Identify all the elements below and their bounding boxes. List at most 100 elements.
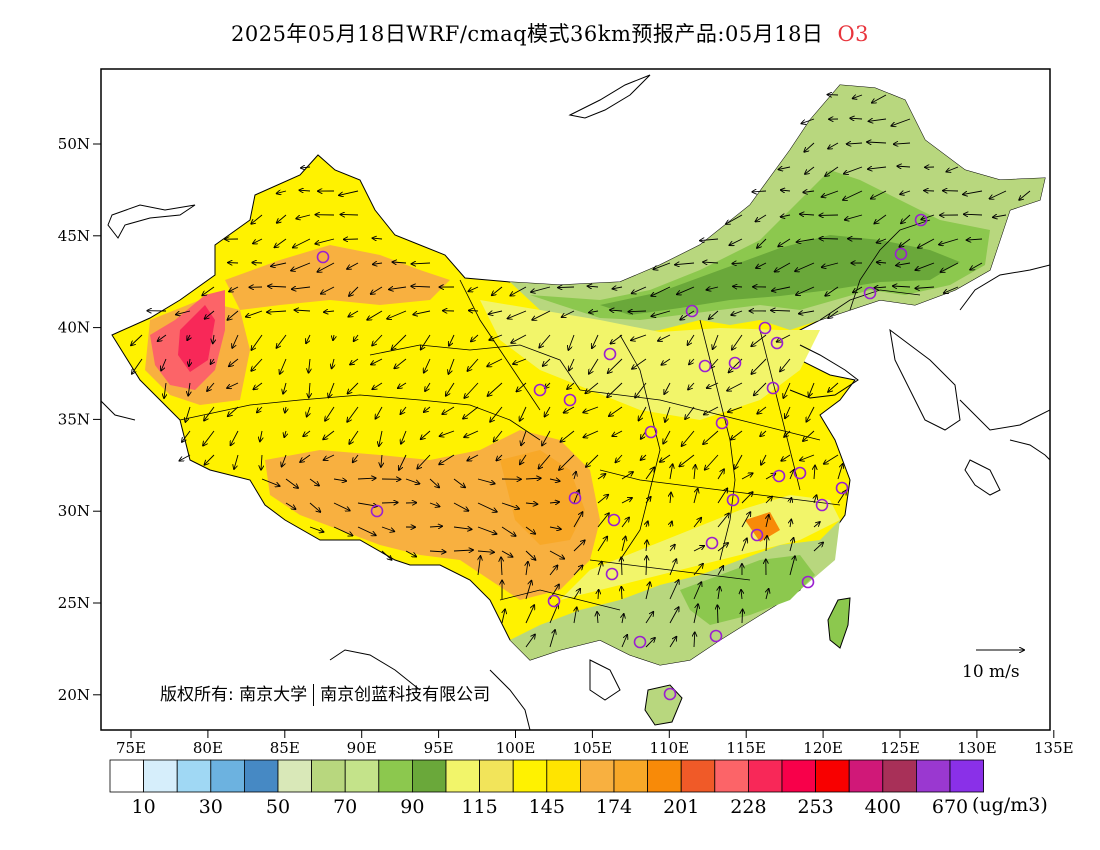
wind-arrow bbox=[628, 311, 647, 312]
wind-arrow bbox=[588, 286, 599, 287]
wind-arrow bbox=[718, 587, 720, 600]
station-marker bbox=[685, 304, 699, 318]
wind-arrow bbox=[323, 430, 335, 439]
wind-arrow bbox=[277, 191, 287, 193]
latitude-label: 50N bbox=[58, 135, 90, 153]
wind-arrow bbox=[665, 406, 671, 422]
wind-arrow bbox=[728, 406, 743, 412]
wind-arrow bbox=[813, 522, 820, 528]
wind-arrow bbox=[463, 406, 479, 419]
wind-arrow bbox=[348, 310, 359, 317]
wind-arrow bbox=[610, 334, 623, 344]
wind-arrow bbox=[508, 310, 527, 319]
wind-arrow bbox=[453, 527, 472, 529]
wind-arrow bbox=[549, 604, 558, 624]
wind-arrow bbox=[574, 472, 576, 480]
legend-tick-label: 90 bbox=[400, 796, 424, 818]
longitude-label: 85E bbox=[270, 739, 300, 757]
wind-arrow bbox=[741, 473, 753, 480]
wind-arrow bbox=[309, 478, 319, 486]
wind-arrow bbox=[813, 542, 823, 552]
wind-arrow bbox=[449, 334, 455, 346]
station-marker bbox=[563, 393, 577, 407]
wind-arrow bbox=[501, 526, 516, 536]
longitude-label: 95E bbox=[424, 739, 454, 757]
wind-arrow bbox=[825, 166, 839, 176]
station-marker bbox=[894, 247, 908, 261]
wind-arrow bbox=[693, 518, 701, 528]
south-green-region bbox=[510, 520, 840, 665]
wind-arrow bbox=[424, 358, 431, 373]
legend-color-box bbox=[613, 759, 648, 793]
legend-tick-label: 174 bbox=[596, 796, 632, 818]
wind-arrow bbox=[303, 430, 311, 436]
wind-arrow bbox=[516, 382, 527, 391]
wind-arrow bbox=[471, 334, 479, 341]
wind-arrow bbox=[944, 286, 959, 293]
station-marker bbox=[603, 347, 617, 361]
wind-arrow bbox=[442, 406, 455, 414]
wind-arrow bbox=[488, 382, 503, 396]
wind-arrow bbox=[597, 474, 605, 480]
wind-arrow bbox=[663, 430, 671, 444]
wind-arrow bbox=[669, 545, 675, 552]
legend-color-box bbox=[277, 759, 312, 793]
wind-arrow bbox=[941, 262, 959, 272]
legend-unit: (ug/m3) bbox=[972, 794, 1048, 816]
wind-arrow bbox=[641, 454, 647, 460]
wind-arrow bbox=[542, 430, 551, 446]
station-marker bbox=[863, 286, 877, 300]
wind-arrow bbox=[549, 479, 560, 481]
wind-arrow bbox=[392, 262, 407, 263]
wind-arrow bbox=[301, 167, 311, 168]
wind-arrow bbox=[231, 430, 239, 445]
wind-arrow bbox=[741, 512, 750, 528]
wind-arrow bbox=[543, 358, 551, 366]
wind-arrow bbox=[874, 214, 887, 224]
wind-arrow bbox=[669, 580, 679, 600]
wind-arrow bbox=[525, 503, 537, 504]
wind-arrow bbox=[583, 406, 599, 412]
station-marker bbox=[547, 594, 561, 608]
wind-arrow bbox=[333, 502, 350, 511]
wind-arrow bbox=[621, 472, 633, 480]
wind-arrow bbox=[260, 430, 262, 441]
longitude-label: 80E bbox=[193, 739, 223, 757]
latitude-label: 30N bbox=[58, 502, 90, 520]
station-marker bbox=[801, 575, 815, 589]
wind-arrow bbox=[282, 454, 287, 467]
wind-arrow bbox=[549, 550, 564, 559]
wind-arrow bbox=[877, 239, 887, 243]
wind-arrow bbox=[381, 526, 394, 531]
wind-arrow bbox=[717, 469, 724, 480]
wind-arrow bbox=[453, 502, 468, 511]
chart-title: 2025年05月18日WRF/cmaq模式36km预报产品:05月18日 O3 bbox=[0, 18, 1100, 48]
wind-arrow bbox=[896, 263, 911, 265]
longitude-label: 105E bbox=[573, 739, 613, 757]
legend-color-box bbox=[479, 759, 514, 793]
wind-arrow bbox=[893, 286, 911, 287]
wind-arrow bbox=[717, 566, 723, 576]
wind-arrow bbox=[372, 334, 383, 346]
wind-arrow bbox=[635, 382, 647, 398]
wind-arrow bbox=[845, 214, 863, 220]
wind-arrow bbox=[494, 430, 503, 442]
wind-arrow bbox=[525, 581, 531, 600]
wind-arrow bbox=[990, 190, 1007, 199]
wind-arrow bbox=[306, 334, 310, 343]
wind-arrow bbox=[496, 454, 503, 461]
wind-arrow bbox=[251, 214, 263, 224]
wind-arrow bbox=[610, 310, 623, 311]
wind-arrow bbox=[234, 454, 239, 469]
wind-arrow bbox=[521, 430, 527, 445]
wind-arrow bbox=[757, 238, 767, 248]
wind-arrow bbox=[333, 479, 346, 481]
wind-arrow bbox=[489, 334, 503, 340]
wind-arrow bbox=[392, 334, 407, 349]
wind-arrow bbox=[532, 310, 551, 320]
legend-color-box bbox=[210, 759, 245, 793]
wind-arrow bbox=[285, 406, 286, 413]
wind-arrow bbox=[843, 190, 863, 200]
station-marker bbox=[644, 425, 658, 439]
wind-arrow bbox=[781, 190, 791, 191]
